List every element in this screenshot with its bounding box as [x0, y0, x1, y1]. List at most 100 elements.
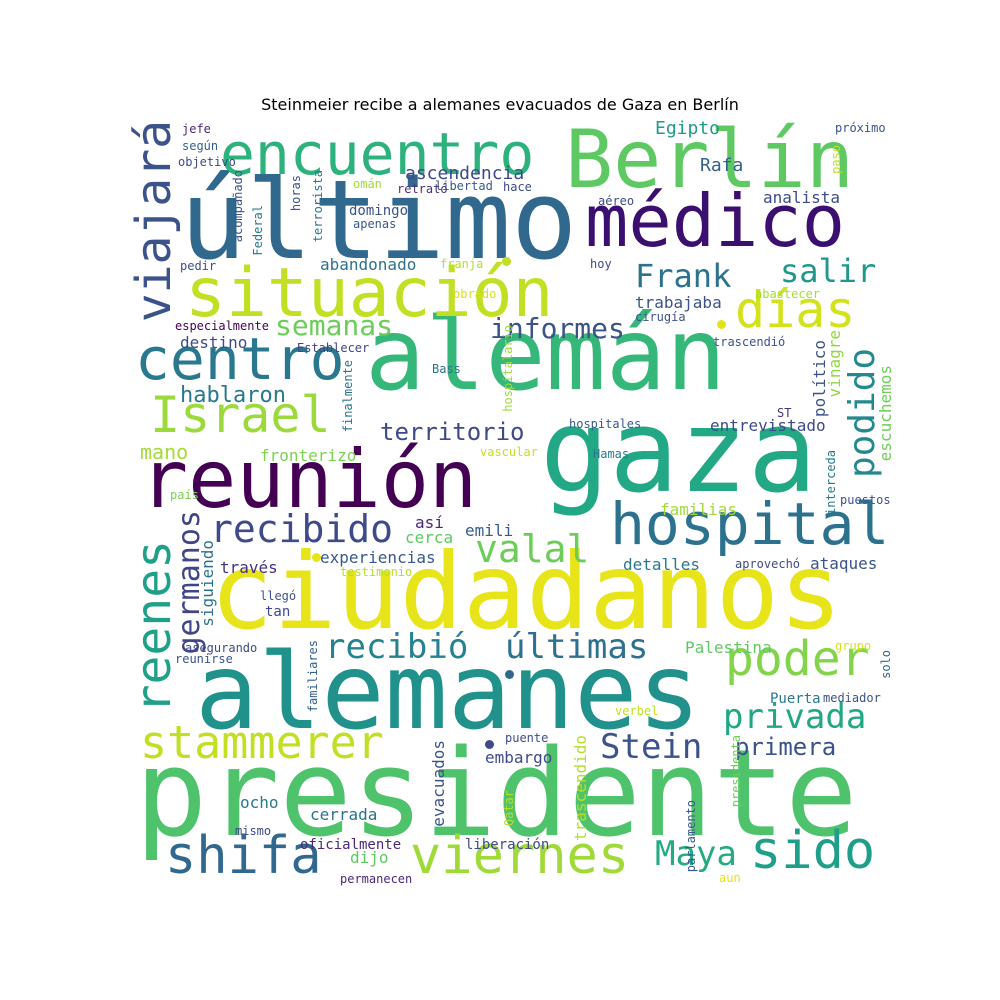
word-sido: sido [750, 821, 876, 881]
word-st: ST [777, 406, 792, 420]
word-aun: aun [719, 871, 741, 885]
word-grupo: grupo [835, 639, 872, 653]
word-hamas: Hamas [593, 447, 630, 461]
word-especialmente: especialmente [175, 319, 269, 333]
word-informes: informes [490, 312, 625, 345]
word-pedir: pedir [180, 259, 217, 273]
word-mediador: mediador [823, 691, 881, 705]
word-ultimas: últimas [505, 627, 649, 667]
word-stein: Stein [600, 727, 703, 767]
word-stammerer: stammerer [140, 716, 384, 769]
word-ataques: ataques [810, 554, 878, 573]
word-embargo: embargo [485, 748, 553, 767]
word-ascendencia: ascendencia [405, 163, 525, 184]
word-mismo: mismo [235, 824, 272, 838]
word-presidenta: presidenta [729, 735, 743, 808]
word-finalmente: finalmente [341, 360, 355, 433]
word-liberacion: liberación [465, 837, 550, 853]
word-dias: días [735, 281, 856, 339]
word-hablaron: hablaron [180, 383, 286, 408]
word-pais: país [170, 488, 199, 502]
cloud-dot [502, 257, 511, 266]
word-puerta: Puerta [770, 691, 821, 707]
word-centro: centro [135, 325, 345, 393]
word-cerrada: cerrada [310, 805, 378, 824]
word-gaza: gaza [540, 385, 817, 519]
word-salir: salir [780, 252, 877, 290]
word-reenes: reenes [126, 540, 182, 714]
word-ocho: ocho [240, 793, 279, 812]
word-proximo: próximo [835, 121, 886, 135]
word-qatar: Qatar [502, 790, 516, 827]
word-traves: través [220, 558, 278, 577]
word-destino: destino [180, 333, 248, 352]
word-mano: mano [140, 440, 189, 464]
cloud-dot [505, 670, 514, 679]
word-acompanado: acompañado [231, 170, 245, 243]
word-retrato: retrató [397, 182, 448, 196]
word-asi: así [415, 513, 444, 532]
word-solo: solo [879, 650, 893, 679]
word-domingo: domingo [349, 203, 409, 219]
word-semanas: semanas [275, 309, 394, 342]
word-vascular: vascular [480, 445, 538, 459]
word-medico: médico [585, 179, 846, 263]
word-testimonio: testimonio [340, 565, 413, 579]
word-egipto: Egipto [655, 120, 721, 139]
word-trascendio: trascendió [713, 335, 786, 349]
word-paso: paso [829, 145, 843, 174]
word-obrado: obrado [453, 287, 497, 301]
word-terrorista: terrorista [311, 170, 325, 243]
word-hospitales: hospitales [569, 417, 642, 431]
word-frank: Frank [635, 257, 732, 295]
word-interceda: interceda [824, 450, 838, 516]
word-escuchemos: escuchemos [876, 365, 895, 462]
word-asegurando: asegurando [185, 641, 258, 655]
word-hospital: hospital [610, 490, 890, 558]
word-parlamento: parlamento [684, 800, 698, 873]
word-hoy: hoy [590, 257, 612, 271]
word-entrevistado: entrevistado [710, 416, 826, 435]
word-establecer: Establecer [297, 341, 370, 355]
word-viajara: viajará [126, 120, 182, 323]
word-evacuados: evacuados [429, 740, 448, 827]
word-detalles: detalles [623, 555, 701, 574]
word-libertad: libertad [435, 179, 493, 193]
word-privada: privada [723, 697, 867, 737]
word-ultimo: último [180, 156, 578, 284]
word-objetivo: objetivo [178, 155, 236, 169]
word-aleman: alemán [365, 296, 727, 413]
word-recibio: recibió [325, 627, 469, 667]
word-siguiendo: siguiendo [198, 540, 217, 627]
word-oficialmente: oficialmente [300, 837, 402, 853]
word-apenas: apenas [353, 217, 397, 231]
word-recibido: recibido [210, 507, 394, 551]
word-franja: franja [440, 257, 484, 271]
word-palestina: Palestina [685, 638, 772, 657]
word-llego: llegó [260, 589, 297, 603]
word-puente: puente [505, 731, 549, 745]
word-permanecen: permanecen [340, 872, 413, 886]
word-shifa: shifa [165, 826, 322, 886]
word-analista: analista [763, 188, 841, 207]
word-aereo: aéreo [598, 194, 635, 208]
word-israel: Israel [150, 386, 331, 444]
word-maya: Maya [655, 834, 737, 874]
word-fronterizo: fronterizo [260, 446, 357, 465]
word-situacion: situación [185, 254, 554, 333]
word-bass: Bass [432, 362, 461, 376]
word-federal: Federal [251, 205, 265, 256]
word-reunion: reunión [140, 433, 478, 526]
word-presidente: presidente [135, 725, 858, 864]
word-valal: valal [475, 527, 590, 571]
cloud-dot [312, 553, 321, 562]
word-verbel: verbel [615, 704, 659, 718]
word-experiencias: experiencias [320, 548, 436, 567]
word-viernes: viernes [410, 826, 630, 886]
word-territorio: territorio [380, 418, 525, 446]
cloud-dot [717, 320, 726, 329]
word-cirugia: cirugía [635, 310, 686, 324]
cloud-dot [485, 740, 494, 749]
word-trabajaba: trabajaba [635, 293, 722, 312]
word-alemanes: alemanes [195, 631, 701, 753]
